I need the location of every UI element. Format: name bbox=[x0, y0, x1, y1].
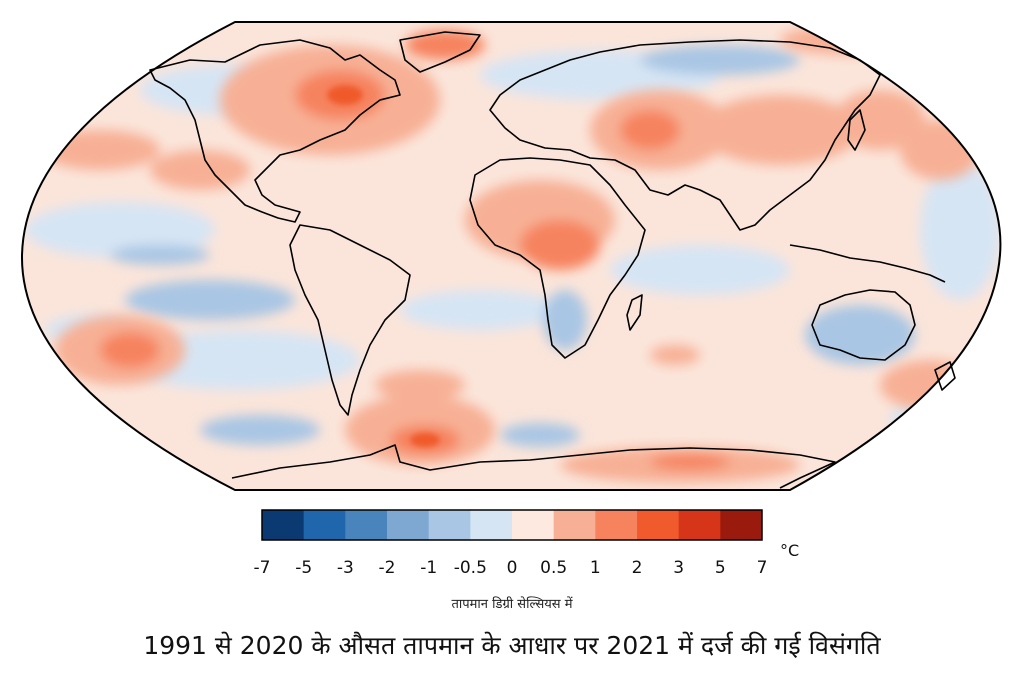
colorbar-svg: -7 -5 -3 -2 -1 -0.5 0 0.5 1 2 3 5 7 °C bbox=[254, 509, 799, 578]
madagascar-coast bbox=[626, 294, 643, 331]
colorbar-tick-label: -5 bbox=[295, 558, 312, 578]
colorbar-tick-label: 0.5 bbox=[540, 558, 567, 578]
north-america-coast bbox=[149, 39, 401, 223]
legend-caption: तापमान डिग्री सेल्सियस में bbox=[451, 597, 573, 612]
colorbar: -7 -5 -3 -2 -1 -0.5 0 0.5 1 2 3 5 7 °C bbox=[0, 500, 1024, 590]
anomaly-map-svg bbox=[20, 21, 1002, 491]
colorbar-tick-label: -3 bbox=[337, 558, 354, 578]
coastlines bbox=[149, 31, 956, 489]
colorbar-tick-label: 7 bbox=[757, 558, 768, 578]
colorbar-tick-label: -7 bbox=[254, 558, 271, 578]
colorbar-tick-label: -0.5 bbox=[454, 558, 487, 578]
new-zealand-coast bbox=[934, 361, 956, 391]
colorbar-tick-label: 2 bbox=[632, 558, 643, 578]
colorbar-tick-label: -1 bbox=[420, 558, 437, 578]
colorbar-swatch bbox=[303, 510, 346, 540]
colorbar-swatch bbox=[678, 510, 721, 540]
colorbar-swatch bbox=[720, 510, 763, 540]
colorbar-swatch bbox=[553, 510, 596, 540]
colorbar-border bbox=[261, 509, 763, 541]
colorbar-swatch bbox=[428, 510, 471, 540]
anomaly-field bbox=[21, 22, 1001, 490]
colorbar-tick-labels: -7 -5 -3 -2 -1 -0.5 0 0.5 1 2 3 5 7 bbox=[254, 558, 768, 578]
south-america-coast bbox=[289, 224, 411, 416]
colorbar-swatch bbox=[387, 510, 430, 540]
europe-asia-coast bbox=[489, 39, 881, 231]
colorbar-tick-label: 0 bbox=[507, 558, 518, 578]
africa-coast bbox=[469, 157, 646, 359]
colorbar-tick-label: -2 bbox=[379, 558, 396, 578]
map-title: 1991 से 2020 के औसत तापमान के आधार पर 20… bbox=[143, 631, 881, 660]
strong-warm-anomalies bbox=[327, 85, 440, 447]
australia-coast bbox=[811, 289, 916, 361]
colorbar-swatch bbox=[637, 510, 680, 540]
globe-outline bbox=[20, 21, 1002, 491]
colorbar-swatch bbox=[345, 510, 388, 540]
world-map bbox=[20, 21, 1002, 491]
colorbar-swatch bbox=[470, 510, 513, 540]
colorbar-tick-label: 1 bbox=[590, 558, 601, 578]
antarctica-coast bbox=[231, 444, 836, 489]
colorbar-tick-label: 5 bbox=[715, 558, 726, 578]
greenland-coast bbox=[399, 31, 481, 73]
colorbar-swatch bbox=[595, 510, 638, 540]
indonesia-coast bbox=[789, 244, 946, 283]
unit-label: °C bbox=[780, 541, 799, 560]
colorbar-swatches bbox=[261, 509, 763, 541]
colorbar-tick-label: 3 bbox=[673, 558, 684, 578]
colorbar-swatch bbox=[262, 510, 305, 540]
colorbar-swatch bbox=[512, 510, 555, 540]
japan-coast bbox=[847, 109, 866, 151]
